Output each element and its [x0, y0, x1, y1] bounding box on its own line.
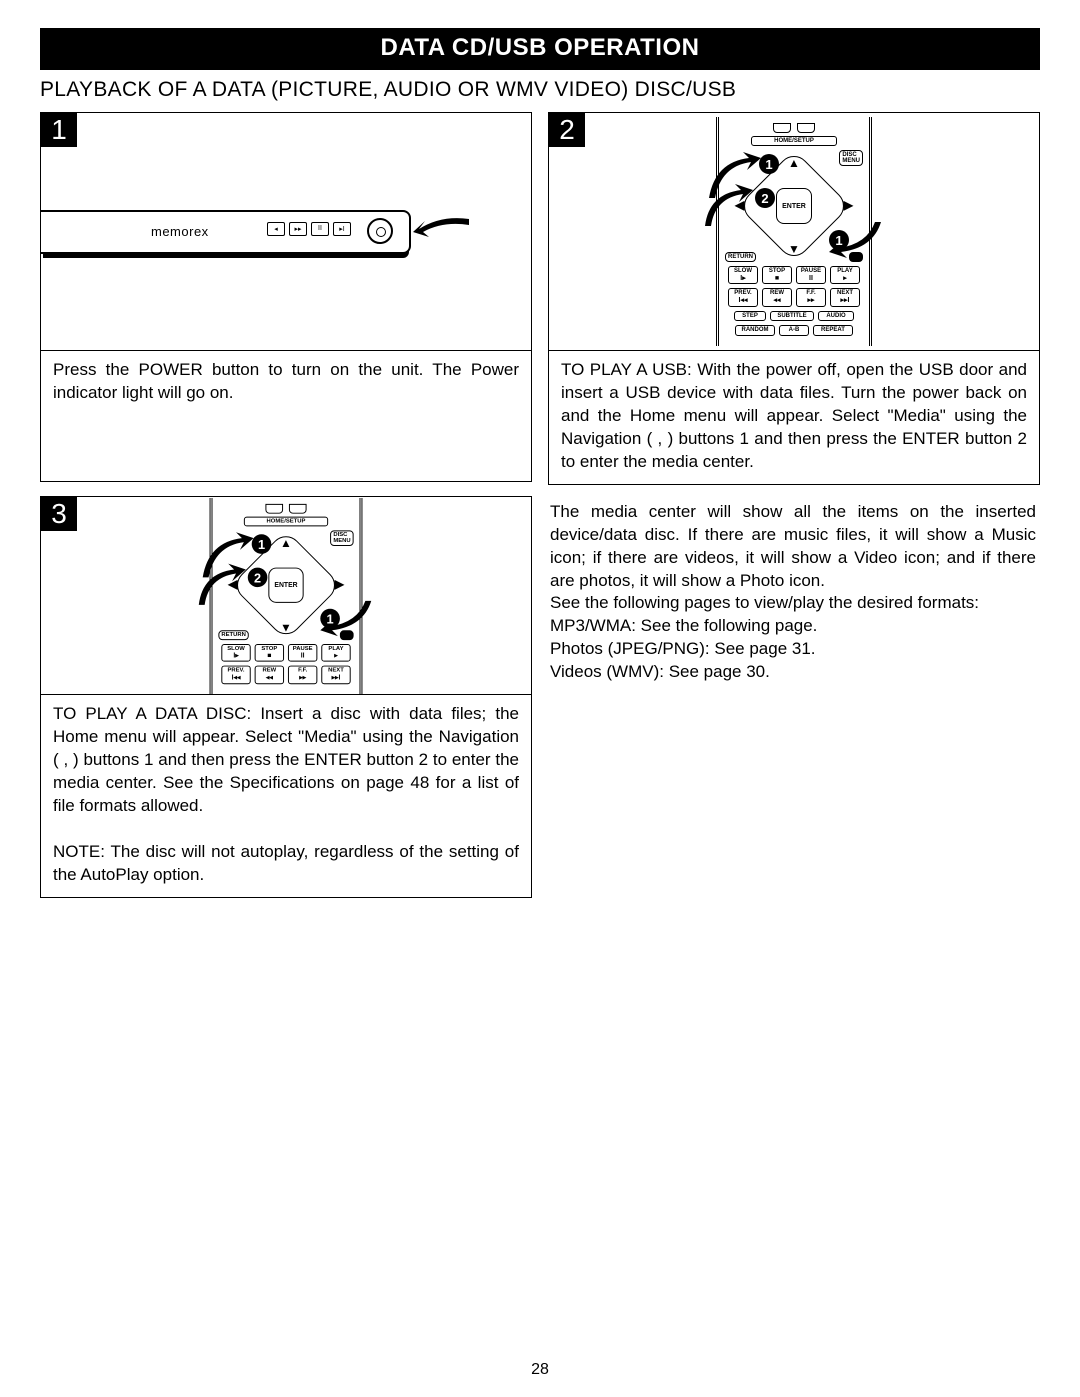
- step-3-note: NOTE: The disc will not autoplay, regard…: [53, 842, 519, 884]
- remote-button: PAUSEII: [796, 266, 826, 284]
- step-1-illustration: memorex ◂ ▸▸ II ▸I: [41, 113, 531, 351]
- remote-button: STOP■: [762, 266, 792, 284]
- remote-button: SLOWI▸: [221, 644, 250, 662]
- home-setup-button: HOME/SETUP: [244, 516, 328, 526]
- return-button: RETURN: [218, 630, 248, 640]
- page-number: 28: [0, 1361, 1080, 1379]
- remote-button: PREV.I◂◂: [728, 288, 758, 306]
- remote-button: F.F.▸▸: [796, 288, 826, 306]
- device-button: II: [311, 222, 329, 236]
- remote-button: REPEAT: [813, 325, 853, 336]
- remote-button: NEXT▸▸I: [830, 288, 860, 306]
- device-button: ◂: [267, 222, 285, 236]
- power-button-icon: [367, 218, 393, 244]
- device-brand: memorex: [151, 224, 209, 239]
- disc-menu-button: DISCMENU: [839, 150, 863, 166]
- step-2-text: TO PLAY A USB: With the power off, open …: [549, 351, 1039, 484]
- remote-button: RANDOM: [735, 325, 775, 336]
- remote-button: PREV.I◂◂: [221, 666, 250, 684]
- remote-button: A-B: [779, 325, 809, 336]
- remote-button: AUDIO: [818, 311, 854, 322]
- enter-button: ENTER: [268, 567, 303, 602]
- step-3-illustration: HOME/SETUP ENTER ▲ ▼ ◀ ▶ DISCMENU RETURN: [41, 497, 531, 695]
- step-2-box: 2 HOME/SETUP ENTER ▲ ▼ ◀ ▶ DISCMENU: [548, 112, 1040, 485]
- section-subtitle: PLAYBACK OF A DATA (PICTURE, AUDIO OR WM…: [40, 70, 1040, 112]
- remote-control: HOME/SETUP ENTER ▲ ▼ ◀ ▶ DISCMENU RETURN: [210, 498, 363, 694]
- disc-menu-button: DISCMENU: [330, 530, 353, 546]
- remote-button: STOP■: [255, 644, 284, 662]
- step-1-text: Press the POWER button to turn on the un…: [41, 351, 531, 481]
- enter-button: ENTER: [776, 188, 812, 224]
- step-1-box: 1 memorex ◂ ▸▸ II ▸I: [40, 112, 532, 482]
- callout-1: 1: [759, 154, 779, 174]
- pointer-arrow-icon: [411, 215, 471, 249]
- dvd-player-device: memorex ◂ ▸▸ II ▸I: [41, 210, 411, 254]
- device-button: ▸I: [333, 222, 351, 236]
- home-setup-button: HOME/SETUP: [751, 136, 837, 146]
- remote-button: PAUSEII: [288, 644, 317, 662]
- remote-button: SUBTITLE: [770, 311, 814, 322]
- section-title: DATA CD/USB OPERATION: [40, 28, 1040, 70]
- remote-button: PLAY▸: [321, 644, 350, 662]
- callout-1b: 1: [320, 608, 340, 628]
- remote-button: PLAY▸: [830, 266, 860, 284]
- callout-2: 2: [755, 188, 775, 208]
- remote-button: REW◂◂: [762, 288, 792, 306]
- callout-1: 1: [252, 534, 272, 554]
- remote-button: F.F.▸▸: [288, 666, 317, 684]
- media-center-info: The media center will show all the items…: [548, 499, 1040, 685]
- return-button: RETURN: [725, 252, 756, 262]
- remote-control: HOME/SETUP ENTER ▲ ▼ ◀ ▶ DISCMENU RETURN…: [716, 117, 872, 346]
- remote-button: REW◂◂: [255, 666, 284, 684]
- remote-button: NEXT▸▸I: [321, 666, 350, 684]
- step-3-text: TO PLAY A DATA DISC: Insert a disc with …: [41, 695, 531, 897]
- callout-2: 2: [248, 567, 268, 587]
- step-3-box: 3 HOME/SETUP ENTER ▲ ▼ ◀ ▶ DISCM: [40, 496, 532, 898]
- device-button: ▸▸: [289, 222, 307, 236]
- callout-1b: 1: [829, 230, 849, 250]
- step-2-illustration: HOME/SETUP ENTER ▲ ▼ ◀ ▶ DISCMENU RETURN…: [549, 113, 1039, 351]
- remote-button: SLOWI▸: [728, 266, 758, 284]
- remote-button: STEP: [734, 311, 766, 322]
